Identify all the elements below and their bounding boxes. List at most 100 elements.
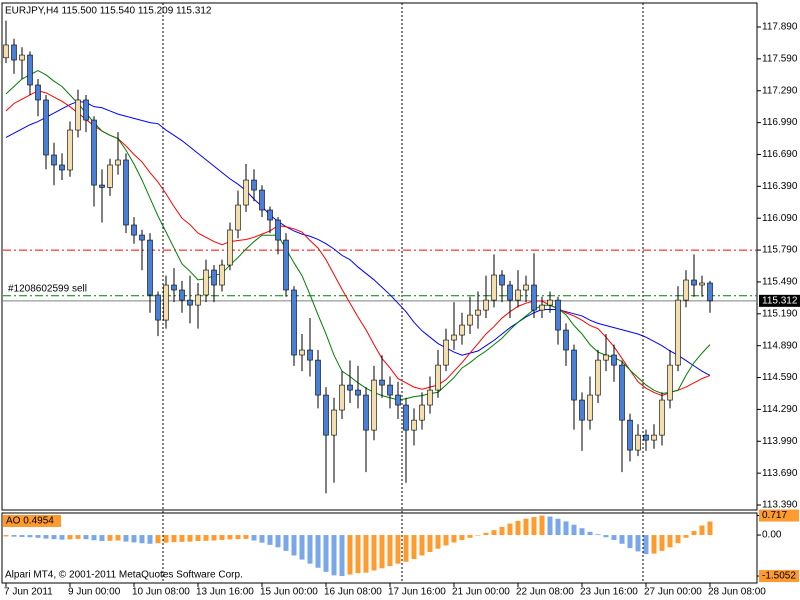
main-pane	[1, 2, 758, 511]
y-tick-label: 0.00	[762, 530, 782, 541]
bid-box	[759, 294, 800, 307]
x-tick-label: 21 Jun 00:00	[452, 587, 510, 598]
candle-body	[443, 339, 449, 366]
candle-body	[187, 299, 193, 306]
y-tick-label: 114.890	[762, 340, 798, 351]
ao-bar	[43, 535, 49, 539]
candle-body	[203, 269, 209, 296]
ao-bar	[291, 535, 297, 556]
ao-bar	[603, 535, 609, 538]
candle-body	[35, 84, 41, 101]
x-tick-label: 7 Jun 2011	[4, 587, 53, 598]
candle-body	[163, 284, 169, 321]
candle-body	[483, 299, 489, 311]
candle-body	[691, 279, 697, 286]
ao-bar	[131, 535, 137, 543]
candle-body	[459, 324, 465, 336]
x-tick-label: 23 Jun 16:00	[580, 587, 638, 598]
candle-body	[547, 299, 553, 306]
candle-body	[499, 274, 505, 286]
candle-body	[179, 289, 185, 301]
ao-bar	[267, 535, 273, 545]
candle-body	[683, 279, 689, 301]
candle-body	[259, 189, 265, 211]
candle-body	[83, 99, 89, 121]
y-tick-label: 113.990	[762, 436, 798, 447]
ao-bar	[347, 535, 353, 575]
ao-bar	[491, 530, 497, 536]
ao-bar	[3, 535, 9, 537]
ao-bar	[475, 535, 481, 536]
y-label-box	[759, 509, 799, 522]
candle-body	[699, 282, 705, 286]
ao-bar	[219, 535, 225, 540]
ao-bar	[595, 534, 601, 536]
candle-body	[243, 179, 249, 206]
ao-bar	[579, 528, 585, 536]
ao-bar	[139, 535, 145, 544]
ao-bar	[675, 535, 681, 544]
y-label-box	[759, 570, 799, 583]
ao-bar	[51, 535, 57, 540]
ao-bar	[251, 535, 257, 541]
ao-bar	[315, 535, 321, 568]
ao-bar	[699, 525, 705, 536]
ao-bar	[459, 535, 465, 540]
y-tick-label: 116.690	[762, 149, 798, 160]
candle-body	[115, 159, 121, 166]
candle-body	[603, 354, 609, 361]
candle-body	[507, 284, 513, 301]
ao-bar	[499, 526, 505, 536]
ao-bar	[99, 535, 105, 542]
candle-body	[219, 264, 225, 286]
ao-bar	[635, 535, 641, 552]
y-tick-label: -1.5052	[762, 571, 796, 582]
ao-bar	[307, 535, 313, 564]
y-tick-label: 117.290	[762, 85, 798, 96]
candle-body	[555, 299, 561, 331]
ao-bar	[379, 535, 385, 569]
ao-bar	[659, 535, 665, 551]
ao-bar	[35, 535, 41, 538]
ao-bar	[107, 535, 113, 541]
order-label: #1208602599 sell	[8, 283, 87, 294]
ao-bar	[331, 535, 337, 576]
y-tick-label: 113.390	[762, 500, 798, 511]
candle-body	[571, 349, 577, 401]
candle-body	[3, 44, 9, 59]
ao-bar	[523, 518, 529, 536]
ao-bar	[155, 535, 161, 544]
ao-bar	[323, 535, 329, 572]
ao-bar	[627, 535, 633, 549]
candle-body	[107, 164, 113, 188]
candle-body	[651, 434, 657, 441]
ao-bar	[91, 535, 97, 541]
y-tick-label: 116.090	[762, 213, 798, 224]
candle-body	[91, 119, 97, 186]
candle-body	[475, 309, 481, 316]
ao-bar	[531, 517, 537, 536]
ao-bar	[187, 535, 193, 542]
candle-body	[51, 154, 57, 166]
y-tick-label: 115.190	[762, 308, 798, 319]
candle-body	[667, 364, 673, 401]
candle-body	[579, 399, 585, 421]
ao-bar	[179, 535, 185, 542]
moving-average	[5, 100, 711, 376]
candle-body	[99, 184, 105, 188]
candle-body	[195, 294, 201, 306]
ao-bar	[83, 535, 89, 540]
ao-bar	[435, 535, 441, 549]
ao-bar	[355, 535, 361, 574]
ao-bar	[19, 535, 25, 537]
ao-bar	[555, 518, 561, 536]
candle-body	[635, 434, 641, 451]
ao-bar	[371, 535, 377, 571]
candle-body	[523, 284, 529, 291]
ao-bar	[539, 515, 545, 536]
ao-bar	[235, 535, 241, 540]
x-tick-label: 13 Jun 16:00	[196, 587, 254, 598]
ao-bar	[27, 535, 33, 538]
ao-bar	[571, 524, 577, 536]
